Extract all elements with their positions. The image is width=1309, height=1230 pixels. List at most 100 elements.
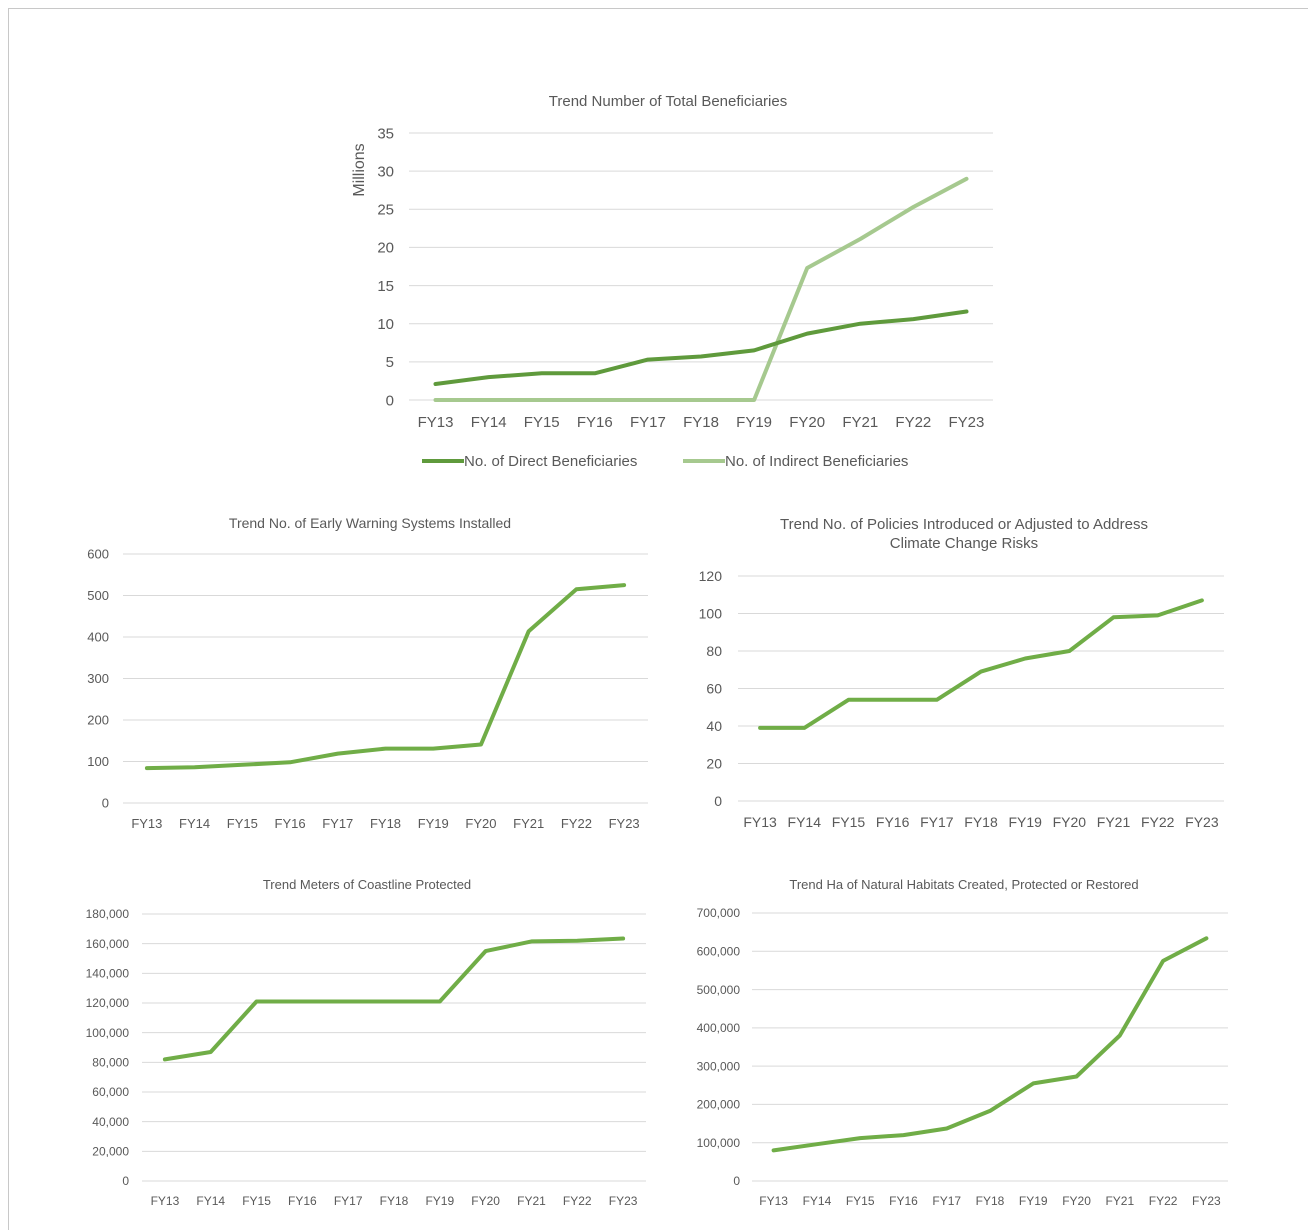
x-tick-label: FY22 <box>895 414 931 431</box>
x-tick-label: FY15 <box>846 1194 875 1208</box>
x-tick-label: FY20 <box>465 816 496 831</box>
x-tick-label: FY23 <box>1185 814 1219 830</box>
y-tick-label: 100 <box>699 605 723 621</box>
x-tick-label: FY21 <box>1097 814 1131 830</box>
y-tick-label: 300,000 <box>697 1059 741 1073</box>
y-tick-label: 120 <box>699 568 723 584</box>
y-tick-label: 5 <box>386 354 394 371</box>
chart-title: Climate Change Risks <box>890 535 1038 552</box>
y-tick-label: 500 <box>87 588 109 603</box>
x-tick-label: FY13 <box>418 414 454 431</box>
x-tick-label: FY17 <box>630 414 666 431</box>
x-tick-label: FY16 <box>275 816 306 831</box>
x-tick-label: FY15 <box>227 816 258 831</box>
y-tick-label: 100 <box>87 754 109 769</box>
y-tick-label: 20 <box>377 240 394 257</box>
y-tick-label: 180,000 <box>86 907 130 921</box>
series-line <box>433 309 969 386</box>
y-tick-label: 60,000 <box>92 1085 129 1099</box>
x-tick-label: FY19 <box>425 1194 454 1208</box>
x-tick-label: FY23 <box>1192 1194 1221 1208</box>
x-tick-label: FY20 <box>1053 814 1087 830</box>
y-tick-label: 0 <box>714 793 722 809</box>
x-tick-label: FY17 <box>334 1194 363 1208</box>
x-tick-label: FY16 <box>577 414 613 431</box>
x-tick-label: FY20 <box>789 414 825 431</box>
x-tick-label: FY17 <box>322 816 353 831</box>
x-tick-label: FY18 <box>370 816 401 831</box>
y-tick-label: 0 <box>102 796 109 811</box>
y-tick-label: 30 <box>377 163 394 180</box>
chart-policies: Trend No. of Policies Introduced or Adju… <box>699 516 1224 830</box>
chart-title: Trend Number of Total Beneficiaries <box>549 93 787 110</box>
series-line <box>162 936 626 1062</box>
y-tick-label: 10 <box>377 316 394 333</box>
x-tick-label: FY14 <box>196 1194 225 1208</box>
y-tick-label: 80,000 <box>92 1056 129 1070</box>
x-tick-label: FY16 <box>889 1194 918 1208</box>
chart-ews: Trend No. of Early Warning Systems Insta… <box>87 515 648 831</box>
legend-label: No. of Indirect Beneficiaries <box>725 453 908 470</box>
y-tick-label: 100,000 <box>86 1026 130 1040</box>
x-tick-label: FY22 <box>1149 1194 1178 1208</box>
chart-title: Trend Ha of Natural Habitats Created, Pr… <box>789 877 1138 892</box>
x-tick-label: FY19 <box>736 414 772 431</box>
x-tick-label: FY14 <box>471 414 507 431</box>
x-tick-label: FY21 <box>513 816 544 831</box>
x-tick-label: FY17 <box>920 814 954 830</box>
x-tick-label: FY13 <box>131 816 162 831</box>
y-tick-label: 80 <box>706 643 722 659</box>
x-tick-label: FY13 <box>759 1194 788 1208</box>
x-tick-label: FY21 <box>842 414 878 431</box>
y-tick-label: 400,000 <box>697 1021 741 1035</box>
y-tick-label: 200,000 <box>697 1098 741 1112</box>
x-tick-label: FY15 <box>832 814 866 830</box>
y-tick-label: 25 <box>377 202 394 219</box>
x-tick-label: FY23 <box>609 816 640 831</box>
y-tick-label: 40 <box>706 718 722 734</box>
x-tick-label: FY22 <box>563 1194 592 1208</box>
y-tick-label: 60 <box>706 680 722 696</box>
y-tick-label: 0 <box>733 1174 740 1188</box>
y-tick-label: 100,000 <box>697 1136 741 1150</box>
x-tick-label: FY20 <box>471 1194 500 1208</box>
y-tick-label: 600 <box>87 547 109 562</box>
chart-beneficiaries: Trend Number of Total Beneficiaries 0 5 10 1… <box>351 93 993 470</box>
y-tick-label: 20,000 <box>92 1145 129 1159</box>
x-tick-label: FY15 <box>524 414 560 431</box>
y-tick-label: 120,000 <box>86 996 130 1010</box>
y-tick-label: 140,000 <box>86 967 130 981</box>
y-tick-label: 700,000 <box>697 906 741 920</box>
x-tick-label: FY18 <box>683 414 719 431</box>
y-tick-label: 600,000 <box>697 944 741 958</box>
x-tick-label: FY18 <box>964 814 998 830</box>
x-tick-label: FY20 <box>1062 1194 1091 1208</box>
legend-label: No. of Direct Beneficiaries <box>464 453 637 470</box>
series-line <box>433 176 969 402</box>
x-tick-label: FY23 <box>609 1194 638 1208</box>
x-tick-label: FY21 <box>517 1194 546 1208</box>
chart-title: Trend Meters of Coastline Protected <box>263 877 471 892</box>
x-tick-label: FY19 <box>1008 814 1042 830</box>
chart-coastline: Trend Meters of Coastline Protected 0 20,0… <box>86 877 646 1208</box>
y-tick-label: 160,000 <box>86 937 130 951</box>
chart-title: Trend No. of Policies Introduced or Adju… <box>780 516 1148 533</box>
x-tick-label: FY15 <box>242 1194 271 1208</box>
series-line <box>771 936 1209 1153</box>
figure-frame <box>8 8 1308 1230</box>
y-tick-label: 400 <box>87 630 109 645</box>
x-tick-label: FY13 <box>151 1194 180 1208</box>
x-tick-label: FY14 <box>179 816 210 831</box>
x-tick-label: FY16 <box>288 1194 317 1208</box>
y-tick-label: 500,000 <box>697 983 741 997</box>
x-tick-label: FY18 <box>380 1194 409 1208</box>
y-tick-label: 300 <box>87 671 109 686</box>
x-tick-label: FY13 <box>743 814 777 830</box>
series-line <box>758 598 1204 730</box>
x-tick-label: FY23 <box>949 414 985 431</box>
x-tick-label: FY19 <box>1019 1194 1048 1208</box>
y-tick-label: 0 <box>122 1174 129 1188</box>
y-tick-label: 0 <box>386 392 394 409</box>
x-tick-label: FY18 <box>976 1194 1005 1208</box>
